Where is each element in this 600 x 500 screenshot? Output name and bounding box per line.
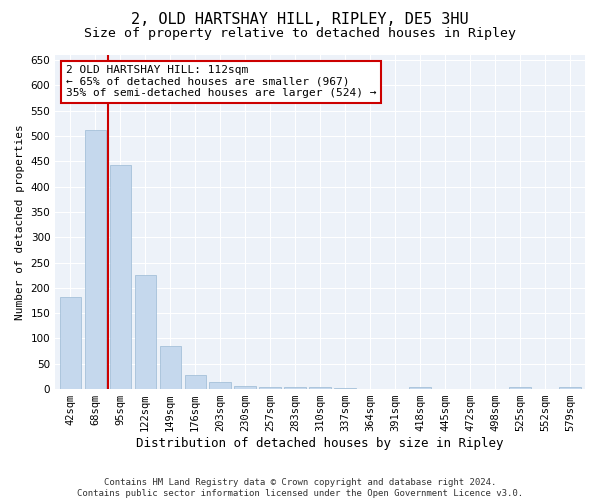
Bar — [334, 388, 356, 389]
Bar — [59, 298, 81, 389]
Bar — [85, 130, 106, 389]
Bar — [134, 275, 156, 389]
Bar — [284, 386, 306, 389]
Bar — [160, 346, 181, 389]
Text: Size of property relative to detached houses in Ripley: Size of property relative to detached ho… — [84, 28, 516, 40]
Bar — [185, 375, 206, 389]
Bar — [110, 165, 131, 389]
Text: Contains HM Land Registry data © Crown copyright and database right 2024.
Contai: Contains HM Land Registry data © Crown c… — [77, 478, 523, 498]
Bar — [235, 386, 256, 389]
Bar — [559, 386, 581, 389]
Text: 2 OLD HARTSHAY HILL: 112sqm
← 65% of detached houses are smaller (967)
35% of se: 2 OLD HARTSHAY HILL: 112sqm ← 65% of det… — [66, 65, 376, 98]
Y-axis label: Number of detached properties: Number of detached properties — [15, 124, 25, 320]
Text: 2, OLD HARTSHAY HILL, RIPLEY, DE5 3HU: 2, OLD HARTSHAY HILL, RIPLEY, DE5 3HU — [131, 12, 469, 26]
Bar — [509, 386, 530, 389]
Bar — [259, 386, 281, 389]
X-axis label: Distribution of detached houses by size in Ripley: Distribution of detached houses by size … — [136, 437, 504, 450]
Bar — [310, 386, 331, 389]
Bar — [409, 386, 431, 389]
Bar — [209, 382, 231, 389]
